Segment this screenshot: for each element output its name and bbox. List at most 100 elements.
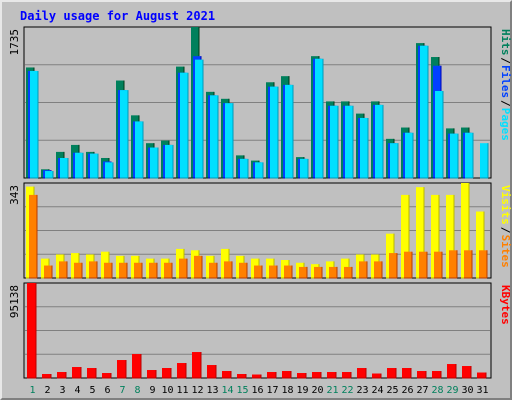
legend-separator: /	[499, 227, 512, 234]
bar-sites	[374, 261, 383, 279]
bar-visits-body	[431, 194, 439, 278]
bar-kbytes	[342, 372, 352, 379]
bar-kbytes	[117, 360, 127, 379]
bar-pages	[315, 58, 324, 179]
bar-kbytes-body	[447, 364, 456, 378]
bar-kbytes	[267, 372, 277, 379]
bar-sites	[314, 266, 323, 279]
bar-sites-body	[479, 250, 487, 278]
axis-max-label: 343	[8, 185, 21, 205]
bar-kbytes	[177, 363, 187, 379]
x-tick-label: 29	[446, 385, 458, 396]
bar-kbytes-body	[147, 370, 156, 378]
bar-pages	[240, 158, 249, 179]
bar-kbytes-body	[342, 372, 351, 378]
legend-separator: /	[499, 57, 512, 64]
bar-kbytes-body	[132, 354, 141, 378]
bar-pages-body	[255, 162, 263, 178]
bar-pages	[360, 117, 369, 179]
bar-kbytes	[432, 371, 442, 379]
bar-sites-body	[329, 266, 337, 278]
bar-pages-body	[450, 133, 458, 178]
bar-pages-body	[375, 104, 383, 178]
bar-pages	[150, 147, 159, 179]
bar-pages	[30, 70, 39, 179]
bar-sites	[149, 262, 158, 279]
bar-sites	[434, 251, 443, 279]
bar-kbytes-body	[267, 372, 276, 378]
x-tick-label: 26	[401, 385, 413, 396]
bar-kbytes-body	[102, 373, 111, 378]
bar-pages-body	[390, 143, 398, 178]
bar-kbytes-body	[282, 371, 291, 378]
axis-max-label: 95138	[8, 285, 21, 318]
bar-pages-body	[285, 84, 293, 178]
bar-sites-body	[269, 265, 277, 278]
chart-panel-3: 95138 KBytes	[8, 282, 512, 379]
bar-sites-body	[464, 250, 472, 278]
x-tick-label: 25	[386, 385, 398, 396]
bar-kbytes	[312, 372, 322, 379]
x-tick-label: 21	[326, 385, 338, 396]
bar-sites-body	[434, 251, 442, 278]
bar-kbytes	[57, 372, 67, 379]
bar-kbytes	[372, 373, 382, 379]
x-tick-label: 31	[476, 385, 488, 396]
bar-sites	[44, 265, 53, 279]
bar-sites	[164, 262, 173, 279]
x-tick-label: 14	[221, 385, 233, 396]
x-tick-label: 27	[416, 385, 428, 396]
bar-kbytes-body	[57, 372, 66, 378]
bar-pages	[90, 153, 99, 179]
bar-pages-body	[120, 90, 128, 178]
bar-pages-body	[105, 162, 113, 178]
bar-kbytes	[417, 371, 427, 379]
bar-kbytes-body	[162, 368, 171, 378]
x-tick-label: 12	[191, 385, 203, 396]
bar-kbytes-body	[117, 360, 126, 378]
x-tick-label: 15	[236, 385, 248, 396]
bar-kbytes	[207, 365, 217, 379]
x-tick-label: 22	[341, 385, 353, 396]
bar-pages	[405, 132, 414, 179]
bar-sites	[389, 253, 398, 279]
x-tick-label: 13	[206, 385, 218, 396]
x-tick-label: 2	[44, 385, 50, 396]
bar-pages	[390, 143, 399, 179]
bar-kbytes-body	[357, 368, 366, 378]
bar-sites-body	[194, 255, 202, 278]
bar-sites-body	[134, 262, 142, 278]
bar-sites	[194, 255, 203, 279]
bar-kbytes-body	[417, 371, 426, 378]
bar-sites	[344, 266, 353, 279]
bar-sites	[284, 265, 293, 279]
bar-sites	[299, 266, 308, 279]
bar-kbytes	[252, 374, 262, 379]
bar-pages-body	[435, 90, 443, 178]
bar-pages	[345, 105, 354, 179]
x-tick-label: 17	[266, 385, 278, 396]
bar-pages-body	[240, 158, 248, 178]
bar-kbytes-body	[87, 368, 96, 378]
x-tick-label: 9	[149, 385, 155, 396]
bar-sites-body	[29, 194, 37, 278]
bar-kbytes-body	[327, 372, 336, 378]
bar-kbytes	[402, 368, 412, 379]
bar-pages	[120, 90, 129, 179]
bar-sites-body	[389, 253, 397, 278]
bar-visits-body	[476, 211, 484, 278]
bar-kbytes	[447, 364, 457, 379]
x-tick-label: 6	[104, 385, 110, 396]
bar-visits-body	[461, 183, 469, 278]
bar-sites-body	[359, 261, 367, 278]
chart-panel-2: 343 Visits /Sites	[8, 182, 512, 279]
legend-files: Files	[499, 65, 512, 98]
bar-sites	[119, 262, 128, 279]
bar-sites	[464, 250, 473, 279]
bar-pages-body	[225, 103, 233, 178]
legend-visits: Visits	[499, 185, 512, 225]
bar-pages	[105, 162, 114, 179]
x-tick-label: 11	[176, 385, 188, 396]
